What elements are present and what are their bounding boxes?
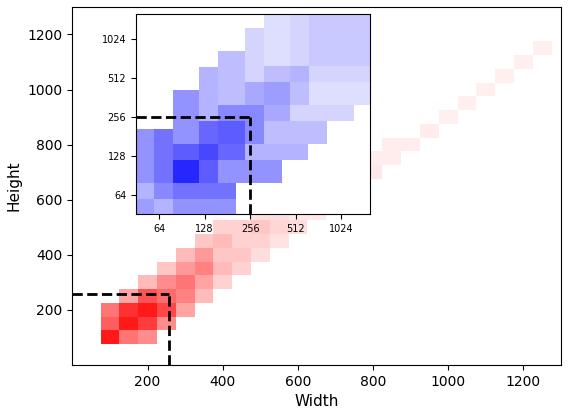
Bar — [251, 234, 270, 248]
Bar — [307, 206, 326, 220]
Bar — [495, 69, 514, 83]
Bar — [138, 303, 157, 317]
Bar — [138, 275, 157, 289]
Bar — [176, 262, 194, 275]
Bar — [270, 234, 289, 248]
Bar — [270, 220, 289, 234]
Bar — [157, 317, 176, 330]
Bar — [119, 289, 138, 303]
Bar — [214, 220, 232, 234]
Bar — [458, 97, 477, 110]
Bar — [214, 275, 232, 289]
Bar — [194, 262, 214, 275]
Bar — [119, 330, 138, 344]
Bar — [138, 330, 157, 344]
Bar — [194, 275, 214, 289]
Bar — [289, 193, 307, 206]
Bar — [101, 317, 119, 330]
Bar — [382, 151, 401, 165]
Bar — [176, 289, 194, 303]
Bar — [232, 234, 251, 248]
Bar — [214, 262, 232, 275]
Bar — [420, 124, 439, 138]
Bar — [289, 220, 307, 234]
Bar — [101, 303, 119, 317]
Bar — [157, 289, 176, 303]
Bar — [176, 248, 194, 262]
Bar — [119, 317, 138, 330]
Bar — [214, 234, 232, 248]
Bar — [477, 83, 495, 97]
Bar — [514, 55, 533, 69]
Bar — [382, 138, 401, 151]
Bar — [194, 234, 214, 248]
Bar — [345, 165, 364, 179]
Bar — [251, 220, 270, 234]
Bar — [232, 248, 251, 262]
Bar — [270, 206, 289, 220]
Bar — [345, 179, 364, 193]
Bar — [251, 206, 270, 220]
Bar — [101, 330, 119, 344]
Bar — [176, 303, 194, 317]
Bar — [307, 193, 326, 206]
Bar — [157, 303, 176, 317]
Bar — [214, 248, 232, 262]
Bar — [326, 193, 345, 206]
X-axis label: Width: Width — [295, 394, 339, 409]
Bar — [401, 138, 420, 151]
Bar — [533, 41, 552, 55]
Bar — [157, 275, 176, 289]
Bar — [251, 248, 270, 262]
Bar — [119, 303, 138, 317]
Bar — [364, 151, 382, 165]
Bar — [176, 275, 194, 289]
Bar — [326, 179, 345, 193]
Bar — [157, 262, 176, 275]
Bar — [232, 262, 251, 275]
Bar — [194, 248, 214, 262]
Bar — [439, 110, 458, 124]
Bar — [232, 220, 251, 234]
Bar — [194, 289, 214, 303]
Bar — [364, 165, 382, 179]
Bar — [138, 289, 157, 303]
Y-axis label: Height: Height — [7, 161, 22, 211]
Bar — [289, 206, 307, 220]
Bar — [138, 317, 157, 330]
